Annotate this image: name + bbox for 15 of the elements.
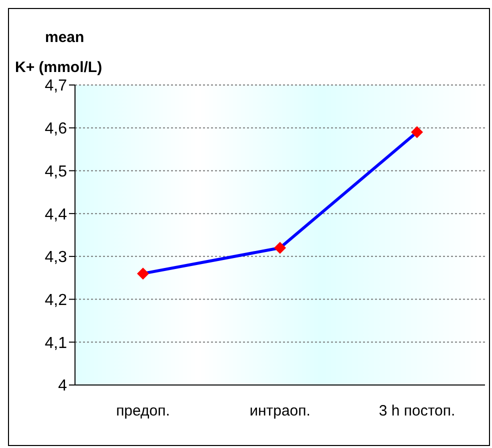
y-tick-label: 4,1 (44, 334, 68, 352)
y-axis-title: mean K+ (mmol/L) (15, 28, 102, 76)
point (274, 242, 286, 254)
y-tick-label: 4,5 (44, 163, 68, 180)
x-tick-label: интраоп. (250, 402, 310, 420)
point (411, 126, 423, 138)
y-tick-label: 4,7 (44, 78, 68, 95)
y-tick-label: 4 (58, 378, 68, 395)
point (137, 268, 149, 280)
x-tick-label: предоп. (116, 402, 170, 420)
y-tick-label: 4,3 (44, 249, 68, 266)
y-tick-label: 4,2 (44, 292, 68, 309)
y-tick-label: 4,4 (44, 206, 68, 224)
y-tick-label: 4,6 (44, 120, 68, 138)
x-tick-label: 3 h постоп. (378, 402, 456, 420)
